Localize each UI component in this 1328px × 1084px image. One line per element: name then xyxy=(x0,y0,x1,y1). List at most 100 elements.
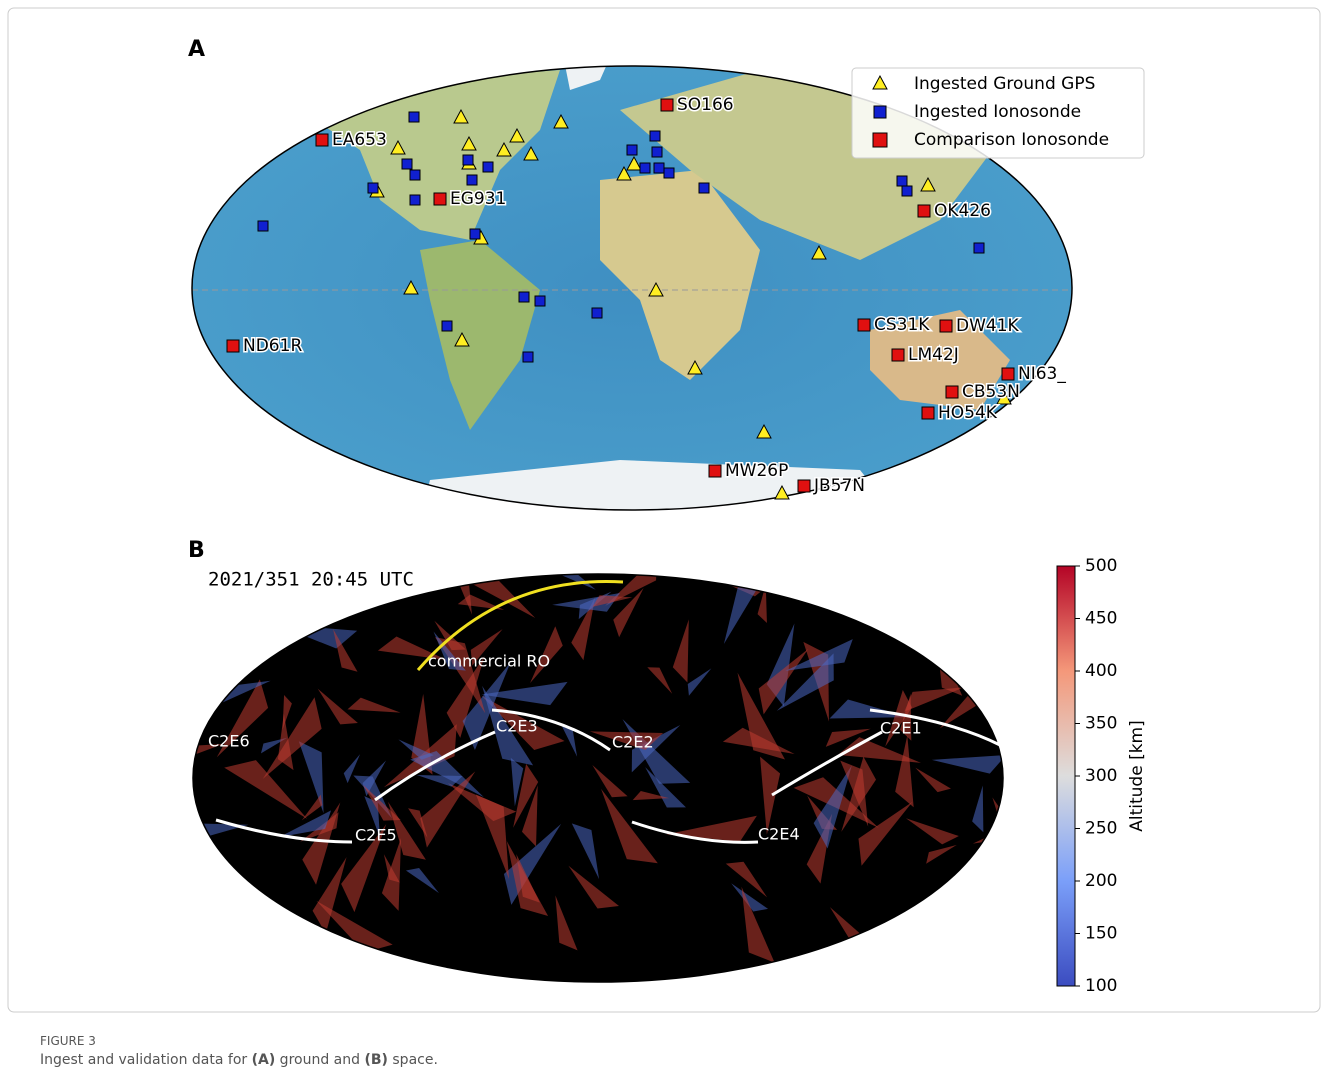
ionosonde-marker xyxy=(519,292,529,302)
ionosonde-marker xyxy=(258,221,268,231)
colorbar-tick-label: 400 xyxy=(1085,661,1117,681)
comparison-marker xyxy=(227,340,239,352)
panel-label: B xyxy=(188,538,205,563)
caption-text: space. xyxy=(388,1052,438,1068)
station-label: ND61R xyxy=(243,336,302,356)
ionosonde-marker xyxy=(463,155,473,165)
streak xyxy=(959,629,1016,681)
caption-text: (B) xyxy=(364,1052,387,1068)
ionosonde-marker xyxy=(592,308,602,318)
ionosonde-marker xyxy=(409,112,419,122)
ionosonde-marker xyxy=(902,186,912,196)
caption-text: Ingest and validation data for xyxy=(40,1052,252,1068)
ionosonde-marker xyxy=(410,170,420,180)
colorbar-label: Altitude [km] xyxy=(1127,720,1147,832)
colorbar-tick-label: 350 xyxy=(1085,714,1117,734)
station-label: EG931 xyxy=(450,189,506,209)
track-label: commercial RO xyxy=(428,652,550,671)
streak xyxy=(987,667,1066,709)
comparison-marker xyxy=(922,407,934,419)
streak xyxy=(992,679,1042,730)
ionosonde-marker xyxy=(402,159,412,169)
colorbar-tick-label: 150 xyxy=(1085,924,1117,944)
comparison-marker xyxy=(892,349,904,361)
legend-label: Ingested Ionosonde xyxy=(914,102,1081,122)
streak xyxy=(156,684,202,765)
legend-label: Ingested Ground GPS xyxy=(914,74,1095,94)
station-label: NI63_ xyxy=(1018,364,1066,384)
ionosonde-marker xyxy=(627,145,637,155)
ionosonde-marker xyxy=(470,229,480,239)
legend-label: Comparison Ionosonde xyxy=(914,130,1109,150)
map-b xyxy=(153,548,1066,982)
station-label: DW41K xyxy=(956,316,1020,336)
comparison-marker xyxy=(1002,368,1014,380)
comparison-marker xyxy=(858,319,870,331)
colorbar-tick-label: 450 xyxy=(1085,609,1117,629)
ionosonde-marker xyxy=(654,163,664,173)
streak xyxy=(153,663,205,699)
comparison-marker xyxy=(798,480,810,492)
station-label: CB53N xyxy=(962,382,1020,402)
station-label: OK426 xyxy=(934,201,991,221)
ionosonde-marker xyxy=(974,243,984,253)
legend-marker xyxy=(874,106,886,118)
colorbar-tick-label: 100 xyxy=(1085,976,1117,996)
track-label: C2E4 xyxy=(758,825,800,844)
ionosonde-marker xyxy=(442,321,452,331)
panel-label: A xyxy=(188,37,205,62)
station-label: LM42J xyxy=(908,345,959,365)
track-label: C2E1 xyxy=(880,719,922,738)
ionosonde-marker xyxy=(699,183,709,193)
ionosonde-marker xyxy=(535,296,545,306)
colorbar-axis: 100 150 200 250 300 350 400 450 500 xyxy=(1075,556,1117,996)
colorbar-tick-label: 200 xyxy=(1085,871,1117,891)
station-label: SO166 xyxy=(677,95,734,115)
ionosonde-marker xyxy=(523,352,533,362)
ionosonde-marker xyxy=(650,131,660,141)
streak xyxy=(175,623,211,681)
ionosonde-marker xyxy=(897,176,907,186)
ionosonde-marker xyxy=(410,195,420,205)
station-label: EA653 xyxy=(332,130,387,150)
station-label: MW26P xyxy=(725,461,788,481)
caption-text: (A) xyxy=(252,1052,276,1068)
legend-marker xyxy=(873,133,887,147)
ionosonde-marker xyxy=(467,175,477,185)
comparison-marker xyxy=(709,465,721,477)
streak xyxy=(266,603,286,650)
comparison-marker xyxy=(661,99,673,111)
ionosonde-marker xyxy=(652,147,662,157)
comparison-marker xyxy=(940,320,952,332)
streak xyxy=(999,585,1044,601)
track-label: C2E6 xyxy=(208,732,250,751)
timestamp: 2021/351 20:45 UTC xyxy=(208,569,414,591)
streak xyxy=(206,596,272,637)
caption: Ingest and validation data for (A) groun… xyxy=(40,1052,438,1068)
streak xyxy=(178,650,245,666)
track-label: C2E2 xyxy=(612,733,654,752)
track-label: C2E5 xyxy=(355,826,397,845)
caption-text: ground and xyxy=(275,1052,364,1068)
colorbar-tick-label: 250 xyxy=(1085,819,1117,839)
comparison-marker xyxy=(434,193,446,205)
comparison-marker xyxy=(316,134,328,146)
comparison-marker xyxy=(918,205,930,217)
ionosonde-marker xyxy=(640,163,650,173)
streak xyxy=(931,609,954,638)
caption-label: FIGURE 3 xyxy=(40,1034,96,1048)
page: A EA653 SO166 EG931 OK426 ND61R CS31K DW41K LM4… xyxy=(0,0,1328,1084)
colorbar-tick-label: 500 xyxy=(1085,556,1117,576)
streak xyxy=(983,582,1044,629)
station-label: JB57N xyxy=(813,476,865,496)
track-label: C2E3 xyxy=(496,717,538,736)
colorbar-tick-label: 300 xyxy=(1085,766,1117,786)
ionosonde-marker xyxy=(483,162,493,172)
ionosonde-marker xyxy=(368,183,378,193)
ionosonde-marker xyxy=(664,168,674,178)
station-label: CS31K xyxy=(874,315,930,335)
station-label: HO54K xyxy=(938,403,998,423)
figure: A EA653 SO166 EG931 OK426 ND61R CS31K DW41K LM4… xyxy=(0,0,1328,1084)
colorbar xyxy=(1057,566,1075,986)
comparison-marker xyxy=(946,386,958,398)
